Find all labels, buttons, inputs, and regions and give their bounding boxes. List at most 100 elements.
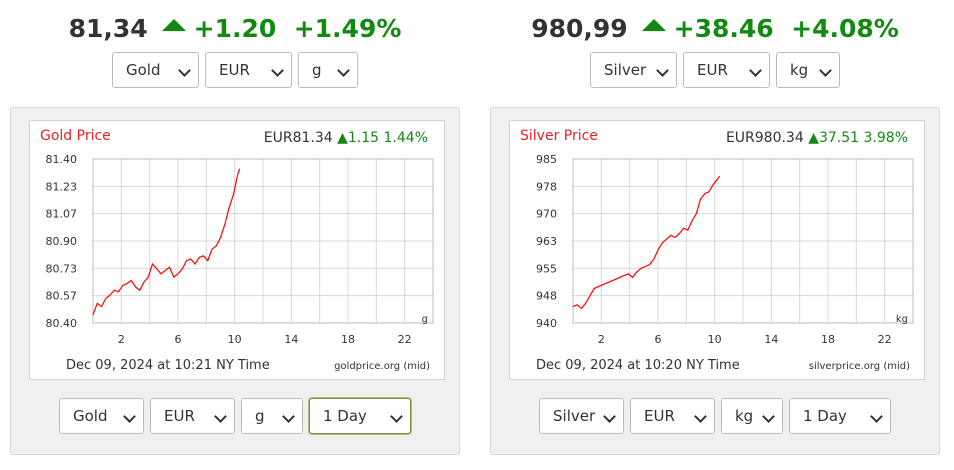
silver-metal-select[interactable]: Silver [590, 52, 677, 88]
x-tick-label: 10 [228, 333, 242, 346]
gold-bottom-selectors: Gold EUR g 1 Day [11, 398, 459, 434]
chevron-down-icon [337, 64, 350, 77]
select-value: EUR [644, 407, 675, 425]
x-tick-label: 2 [118, 333, 125, 346]
chart-title: Gold Price [40, 128, 111, 144]
silver-price-summary: 980,99 +38.46 +4.08% [490, 14, 940, 43]
y-tick-label: 963 [536, 235, 557, 248]
x-tick-label: 18 [341, 333, 355, 346]
select-value: Silver [604, 61, 647, 79]
x-tick-label: 18 [821, 333, 835, 346]
x-tick-label: 2 [598, 333, 605, 346]
chevron-down-icon [819, 64, 832, 77]
silver-chart: 940 948 955 963 970 978 985 2 6 10 14 18 22 Silver P… [509, 120, 925, 380]
select-value: EUR [164, 407, 195, 425]
chart-header-quote: EUR81.34 ▲1.15 1.44% [264, 130, 428, 146]
gold-chart-currency-select[interactable]: EUR [150, 398, 235, 434]
silver-price-change: +38.46 [673, 14, 774, 43]
y-tick-label: 80.40 [46, 317, 78, 330]
silver-chart-svg: 940 948 955 963 970 978 985 2 6 10 14 18 22 Silver P… [520, 128, 914, 373]
select-value: Gold [126, 61, 161, 79]
select-value: Silver [553, 407, 596, 425]
select-value: Gold [73, 407, 108, 425]
chart-timestamp: Dec 09, 2024 at 10:21 NY Time [66, 358, 270, 373]
silver-currency-select[interactable]: EUR [683, 52, 770, 88]
gold-chart-range-select[interactable]: 1 Day [309, 398, 411, 434]
chart-source: silverprice.org (mid) [809, 361, 910, 372]
gold-metal-select[interactable]: Gold [112, 52, 199, 88]
chart-header-percent: 3.98% [864, 130, 908, 146]
y-tick-label: 81.40 [46, 153, 78, 166]
price-series-line [92, 168, 241, 316]
chevron-down-icon [762, 410, 775, 423]
chevron-down-icon [282, 410, 295, 423]
chevron-down-icon [694, 410, 707, 423]
chart-header-quote: EUR980.34 ▲37.51 3.98% [726, 130, 908, 146]
silver-chart-unit-select[interactable]: kg [721, 398, 783, 434]
chevron-down-icon [390, 410, 403, 423]
chart-unit-label: kg [896, 314, 908, 325]
chart-header-change: 37.51 [819, 130, 859, 146]
plot-frame [572, 158, 914, 324]
select-value: g [312, 61, 322, 79]
gold-currency-select[interactable]: EUR [205, 52, 292, 88]
silver-bottom-selectors: Silver EUR kg 1 Day [491, 398, 939, 434]
x-tick-label: 6 [175, 333, 182, 346]
select-value: EUR [219, 61, 250, 79]
y-tick-label: 985 [536, 153, 557, 166]
silver-chart-range-select[interactable]: 1 Day [789, 398, 891, 434]
silver-chart-panel: 940 948 955 963 970 978 985 2 6 10 14 18 22 Silver P… [490, 107, 940, 455]
chart-header-percent: 1.44% [384, 130, 428, 146]
select-value: 1 Day [323, 407, 367, 425]
gold-unit-select[interactable]: g [298, 52, 358, 88]
select-value: kg [735, 407, 754, 425]
x-tick-label: 14 [284, 333, 298, 346]
select-value: EUR [697, 61, 728, 79]
chart-timestamp: Dec 09, 2024 at 10:20 NY Time [536, 358, 740, 373]
triangle-up-icon [161, 19, 186, 31]
chart-unit-label: g [422, 314, 428, 325]
x-tick-label: 22 [398, 333, 412, 346]
chevron-down-icon [178, 64, 191, 77]
chart-gridlines: 80.40 80.57 80.73 80.90 81.07 81.23 81.40 2 6 10 1… [46, 153, 434, 346]
triangle-up-icon: ▲ [333, 130, 348, 146]
y-tick-label: 955 [536, 262, 557, 275]
chevron-down-icon [271, 64, 284, 77]
select-value: 1 Day [803, 407, 847, 425]
chevron-down-icon [214, 410, 227, 423]
chart-source: goldprice.org (mid) [334, 361, 430, 372]
y-tick-label: 948 [536, 290, 557, 303]
select-value: kg [790, 61, 809, 79]
select-value: g [255, 407, 265, 425]
chart-header-price: EUR980.34 [726, 130, 804, 146]
y-tick-label: 940 [536, 317, 557, 330]
gold-chart-svg: 80.40 80.57 80.73 80.90 81.07 81.23 81.40 2 6 10 1… [40, 128, 434, 373]
silver-chart-metal-select[interactable]: Silver [539, 398, 624, 434]
chart-header-price: EUR81.34 [264, 130, 333, 146]
chart-header-change: 1.15 [348, 130, 379, 146]
chevron-down-icon [749, 64, 762, 77]
y-tick-label: 80.57 [46, 290, 78, 303]
plot-frame [92, 158, 434, 324]
gold-chart-unit-select[interactable]: g [241, 398, 303, 434]
silver-chart-currency-select[interactable]: EUR [630, 398, 715, 434]
gold-chart-metal-select[interactable]: Gold [59, 398, 144, 434]
y-tick-label: 81.23 [46, 180, 78, 193]
x-tick-label: 6 [655, 333, 662, 346]
gold-price-change-percent: +1.49% [293, 14, 402, 43]
chevron-down-icon [123, 410, 136, 423]
y-tick-label: 81.07 [46, 208, 78, 221]
triangle-up-icon [641, 19, 666, 31]
y-tick-label: 80.90 [46, 235, 78, 248]
silver-current-price: 980,99 [531, 14, 628, 43]
y-tick-label: 80.73 [46, 262, 78, 275]
silver-unit-select[interactable]: kg [776, 52, 840, 88]
gold-chart: 80.40 80.57 80.73 80.90 81.07 81.23 81.40 2 6 10 1… [29, 120, 445, 380]
y-tick-label: 978 [536, 180, 557, 193]
x-tick-label: 10 [708, 333, 722, 346]
chevron-down-icon [656, 64, 669, 77]
gold-top-selectors: Gold EUR g [10, 52, 460, 88]
y-tick-label: 970 [536, 208, 557, 221]
chevron-down-icon [870, 410, 883, 423]
gold-chart-panel: 80.40 80.57 80.73 80.90 81.07 81.23 81.40 2 6 10 1… [10, 107, 460, 455]
